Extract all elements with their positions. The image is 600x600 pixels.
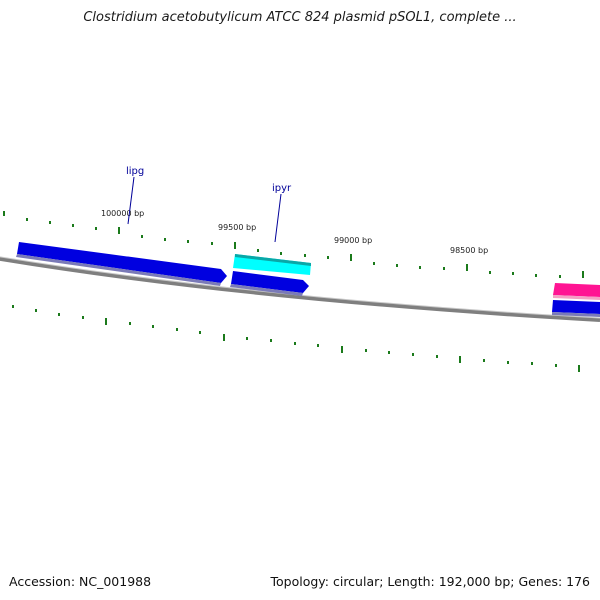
map-title: Clostridium acetobutylicum ATCC 824 plas…	[83, 10, 517, 25]
gene-feature-magenta[interactable]	[553, 283, 600, 297]
accession-text: Accession: NC_001988	[9, 574, 152, 589]
gene-lipg-shadow	[16, 254, 221, 286]
gene-ipyr-edge	[235, 254, 311, 266]
outer-tick-row	[3, 211, 584, 278]
gene-features	[16, 242, 600, 317]
gene-label-lipg[interactable]: lipg	[126, 166, 144, 177]
inner-tick-row	[12, 305, 580, 372]
scale-label: 98500 bp	[450, 246, 488, 255]
gene-ipyr[interactable]	[233, 254, 311, 275]
plasmid-backbone	[0, 256, 600, 322]
topology-summary-text: Topology: circular; Length: 192,000 bp; …	[270, 574, 591, 589]
gene-feature-shadow	[552, 312, 600, 317]
scale-label: 100000 bp	[101, 209, 144, 218]
scale-label: 99500 bp	[218, 223, 256, 232]
scale-label: 99000 bp	[334, 236, 372, 245]
gene-label-ipyr[interactable]: ipyr	[272, 183, 292, 194]
gene-label-leader	[274, 193, 282, 243]
plasmid-backbone-highlight	[0, 256, 600, 319]
gene-feature[interactable]	[231, 271, 309, 293]
gene-feature-magenta-shadow	[553, 295, 600, 300]
gene-label-leader	[127, 176, 135, 225]
gene-feature-shadow	[230, 284, 303, 296]
gene-feature[interactable]	[552, 300, 600, 314]
gene-lipg[interactable]	[17, 242, 227, 283]
